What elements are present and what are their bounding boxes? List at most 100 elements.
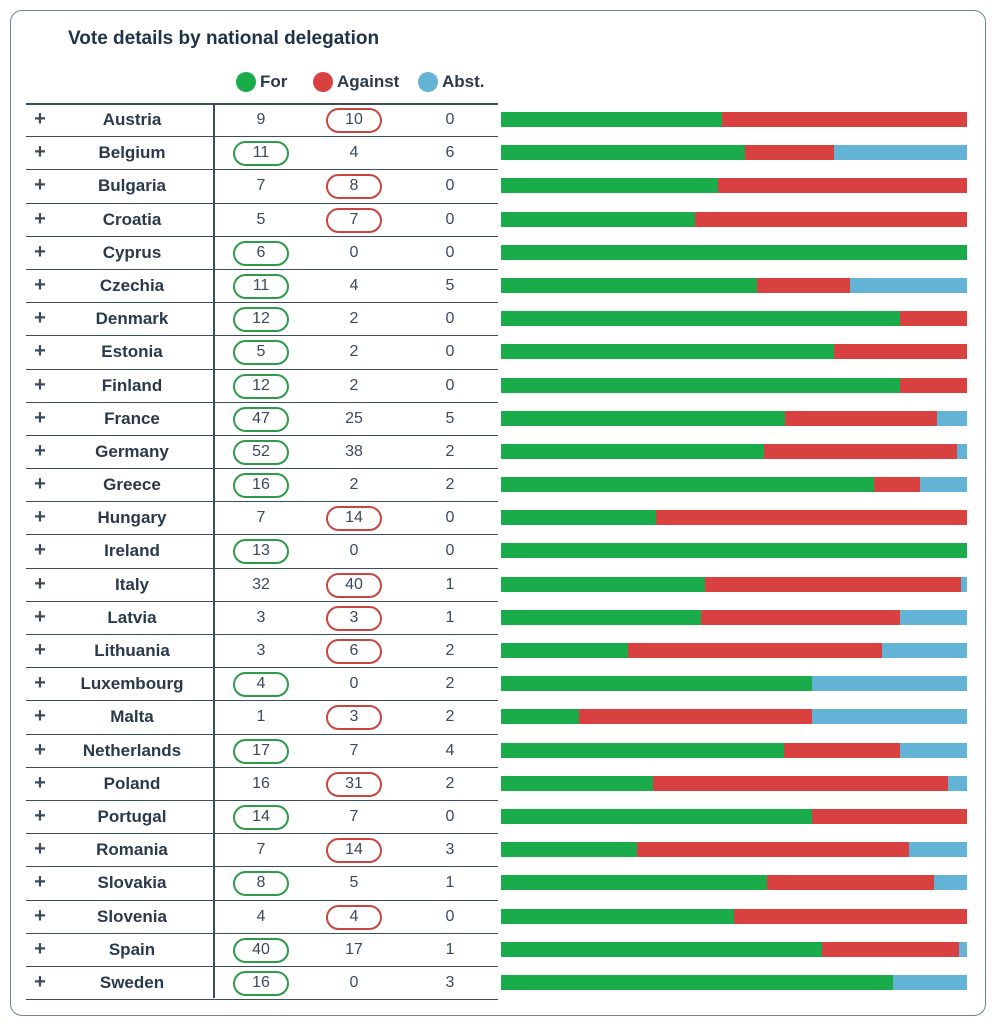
votes-against: 5 — [349, 874, 359, 892]
table-row-romania: + Romania 7 14 3 — [26, 834, 498, 868]
expand-portugal-button[interactable]: + — [34, 804, 46, 827]
expand-spain-button[interactable]: + — [34, 937, 46, 960]
expand-lithuania-button[interactable]: + — [34, 639, 46, 661]
table-row-portugal: + Portugal 14 7 0 — [26, 801, 498, 835]
country-name: Luxembourg — [80, 674, 184, 694]
table-row-france: + France 47 25 5 — [26, 403, 498, 436]
expand-poland-button[interactable]: + — [34, 771, 46, 794]
country-name: Bulgaria — [97, 176, 167, 196]
bar-row-finland — [501, 370, 967, 403]
bar-segment-against — [695, 211, 967, 227]
vote-share-bar — [501, 941, 967, 957]
expand-romania-button[interactable]: + — [34, 838, 46, 861]
expand-cyprus-button[interactable]: + — [34, 240, 46, 263]
expand-slovenia-button[interactable]: + — [34, 904, 46, 927]
votes-for: 6 — [256, 243, 266, 261]
bar-segment-for — [501, 112, 722, 127]
votes-for: 4 — [256, 675, 266, 693]
bar-row-romania — [501, 834, 967, 867]
expand-luxembourg-button[interactable]: + — [34, 672, 46, 695]
table-row-poland: + Poland 16 31 2 — [26, 768, 498, 801]
expand-czechia-button[interactable]: + — [34, 273, 46, 296]
votes-against: 8 — [349, 177, 359, 195]
votes-against: 6 — [349, 642, 359, 659]
expand-hungary-button[interactable]: + — [34, 506, 46, 529]
bar-segment-abst — [900, 609, 967, 625]
bar-segment-for — [501, 643, 629, 658]
votes-abst: 5 — [445, 276, 455, 294]
vote-share-bar — [501, 974, 967, 990]
bar-segment-abst — [900, 742, 967, 758]
votes-abst: 2 — [445, 476, 455, 494]
expand-netherlands-button[interactable]: + — [34, 738, 46, 761]
vote-share-bar — [501, 510, 967, 526]
votes-abst: 1 — [445, 575, 455, 593]
bar-segment-abst — [958, 941, 967, 957]
country-name: Ireland — [104, 541, 160, 561]
bar-segment-for — [501, 676, 812, 692]
expand-bulgaria-button[interactable]: + — [34, 174, 46, 197]
expand-estonia-button[interactable]: + — [34, 340, 46, 363]
bar-row-greece — [501, 469, 967, 502]
bar-row-slovenia — [501, 901, 967, 934]
expand-greece-button[interactable]: + — [34, 473, 46, 496]
table-row-netherlands: + Netherlands 17 7 4 — [26, 735, 498, 768]
bar-row-croatia — [501, 204, 967, 237]
vote-share-bar — [501, 377, 967, 393]
votes-for: 7 — [256, 509, 266, 527]
bar-segment-abst — [936, 410, 967, 426]
votes-for: 4 — [256, 907, 266, 925]
country-name: Belgium — [98, 143, 166, 163]
table-row-ireland: + Ireland 13 0 0 — [26, 535, 498, 569]
bar-segment-abst — [811, 676, 967, 692]
expand-sweden-button[interactable]: + — [34, 970, 46, 993]
country-name: Germany — [95, 441, 169, 461]
country-name: Croatia — [102, 209, 162, 229]
country-name: Netherlands — [82, 740, 182, 760]
table-row-latvia: + Latvia 3 3 1 — [26, 602, 498, 635]
expand-slovakia-button[interactable]: + — [34, 871, 46, 894]
expand-belgium-button[interactable]: + — [34, 141, 46, 164]
votes-abst: 0 — [445, 807, 455, 825]
votes-against: 3 — [349, 608, 359, 626]
country-name: Cyprus — [102, 242, 162, 262]
votes-abst: 0 — [445, 343, 455, 361]
expand-france-button[interactable]: + — [34, 406, 46, 429]
expand-austria-button[interactable]: + — [34, 108, 46, 130]
vote-share-bar — [501, 842, 967, 858]
votes-abst: 0 — [445, 111, 455, 128]
legend-label-abst: Abst. — [442, 72, 485, 91]
bar-row-italy — [501, 569, 967, 602]
votes-for: 14 — [252, 807, 270, 825]
bar-segment-for — [501, 974, 894, 990]
votes-for: 9 — [256, 111, 266, 128]
expand-croatia-button[interactable]: + — [34, 207, 46, 230]
expand-denmark-button[interactable]: + — [34, 307, 46, 330]
votes-against: 3 — [349, 708, 359, 726]
votes-against: 17 — [345, 940, 363, 958]
bar-segment-against — [767, 875, 934, 891]
expand-malta-button[interactable]: + — [34, 705, 46, 728]
expand-ireland-button[interactable]: + — [34, 539, 46, 562]
bar-row-spain — [501, 934, 967, 967]
bar-row-netherlands — [501, 735, 967, 768]
bar-segment-against — [900, 377, 967, 393]
expand-latvia-button[interactable]: + — [34, 605, 46, 628]
table-row-hungary: + Hungary 7 14 0 — [26, 502, 498, 536]
expand-finland-button[interactable]: + — [34, 373, 46, 396]
bar-segment-against — [745, 145, 834, 161]
expand-germany-button[interactable]: + — [34, 439, 46, 462]
expand-italy-button[interactable]: + — [34, 572, 46, 595]
votes-abst: 3 — [445, 841, 455, 859]
votes-for: 16 — [252, 973, 270, 991]
votes-against: 25 — [345, 409, 363, 427]
votes-against: 2 — [349, 310, 359, 328]
votes-abst: 1 — [445, 608, 455, 626]
against-dot-icon — [313, 72, 333, 92]
votes-against: 0 — [349, 675, 359, 693]
votes-against: 0 — [349, 542, 359, 560]
vote-share-bar — [501, 211, 967, 227]
votes-against: 4 — [349, 907, 359, 925]
bar-row-denmark — [501, 303, 967, 336]
votes-against: 4 — [349, 276, 359, 294]
